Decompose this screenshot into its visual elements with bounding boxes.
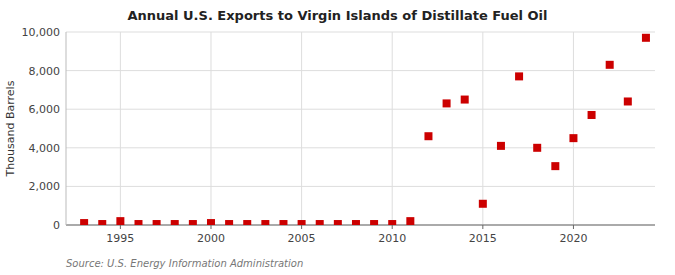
x-tick-label: 2000 (197, 232, 225, 245)
y-grid-line (66, 70, 655, 71)
chart: Annual U.S. Exports to Virgin Islands of… (0, 0, 675, 275)
point (515, 72, 523, 80)
point (225, 220, 233, 225)
points (80, 34, 650, 225)
x-tick (392, 225, 393, 229)
x-grid-line (120, 32, 121, 225)
y-tick-label: 4,000 (29, 142, 61, 155)
title: Annual U.S. Exports to Virgin Islands of… (127, 8, 547, 23)
y-tick-label: 2,000 (29, 180, 61, 193)
point (588, 111, 596, 119)
y-tick-label: 6,000 (29, 103, 61, 116)
point (479, 200, 487, 208)
point (642, 34, 650, 42)
point (352, 220, 360, 225)
point (189, 220, 197, 225)
x-tick (573, 225, 574, 229)
x-tick (482, 225, 483, 229)
y-grid-line (66, 32, 655, 33)
x-tick (210, 225, 211, 229)
x-grid-line (573, 32, 574, 225)
point (551, 162, 559, 170)
y-grid-line (66, 109, 655, 110)
point (443, 99, 451, 107)
x-tick-label: 2010 (378, 232, 406, 245)
point (243, 220, 251, 225)
point (533, 144, 541, 152)
point (569, 134, 577, 142)
y-tick-label: 0 (53, 219, 60, 232)
x-grid-line (301, 32, 302, 225)
y-tick-label: 8,000 (29, 65, 61, 78)
point (497, 142, 505, 150)
x-tick (301, 225, 302, 229)
point (279, 220, 287, 225)
y-tick-label: 10,000 (22, 26, 61, 39)
point (606, 61, 614, 69)
point (207, 219, 215, 225)
point (116, 217, 124, 225)
y-axis-label: Thousand Barrels (4, 80, 17, 177)
point (334, 220, 342, 225)
point (424, 132, 432, 140)
y-grid-line (66, 147, 655, 148)
y-axis-line (66, 32, 67, 225)
point (298, 220, 306, 225)
point (388, 220, 396, 225)
point (98, 220, 106, 225)
x-grid-line (392, 32, 393, 225)
x-tick-label: 2005 (288, 232, 316, 245)
point (80, 219, 88, 225)
point (153, 220, 161, 225)
axes: 0 2,000 4,000 6,000 8,000 10,000 1995 2000 2005 2… (22, 26, 656, 245)
point (406, 217, 414, 225)
point (316, 220, 324, 225)
point (461, 96, 469, 104)
x-tick-label: 2020 (559, 232, 587, 245)
x-tick (120, 225, 121, 229)
x-tick-label: 1995 (106, 232, 134, 245)
y-grid-line (66, 186, 655, 187)
point (171, 220, 179, 225)
point (134, 220, 142, 225)
point (370, 220, 378, 225)
source: Source: U.S. Energy Information Administ… (66, 258, 303, 269)
x-grid-line (482, 32, 483, 225)
grid (66, 32, 655, 225)
x-tick-label: 2015 (469, 232, 497, 245)
x-grid-line (210, 32, 211, 225)
point (624, 97, 632, 105)
point (261, 220, 269, 225)
